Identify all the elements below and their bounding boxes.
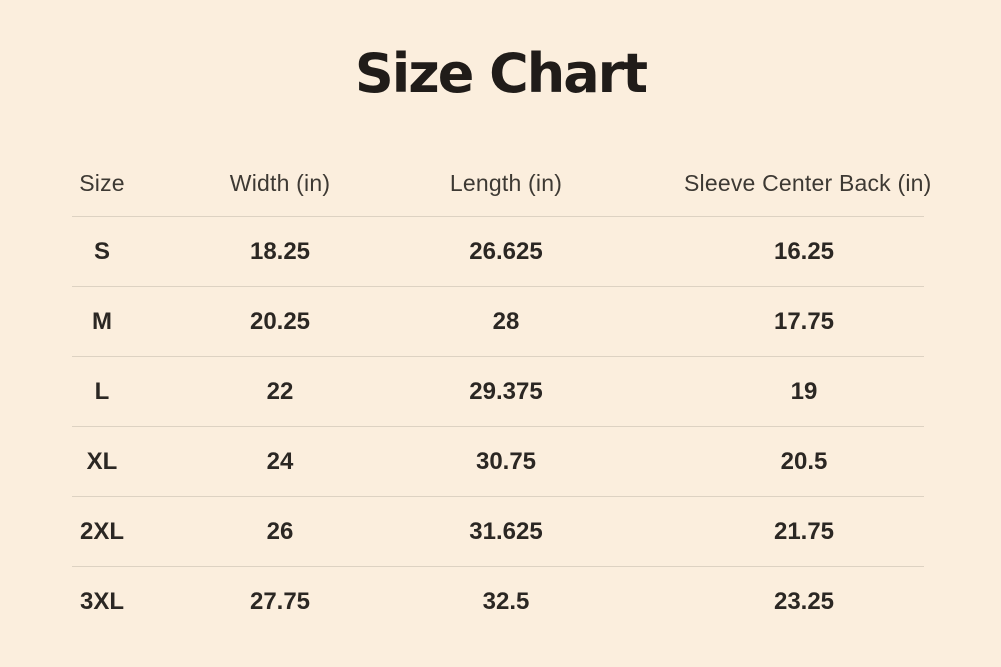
table-row-s: S 18.25 26.625 16.25 (72, 217, 924, 288)
page-title: Size Chart (354, 42, 648, 105)
size-table: Size Width (in) Length (in) Sleeve Cente… (72, 150, 932, 636)
length-cell: 29.375 (469, 377, 543, 405)
column-header-width: Width (in) (229, 169, 331, 196)
sleeve-cell: 23.25 (773, 587, 835, 615)
length-cell: 31.625 (469, 517, 543, 545)
size-cell: S (93, 237, 110, 265)
length-cell: 30.75 (475, 447, 537, 475)
table-row-3xl: 3XL 27.75 32.5 23.25 (72, 567, 924, 636)
width-cell: 24 (266, 447, 294, 475)
width-cell: 27.75 (249, 587, 311, 615)
width-cell: 22 (266, 377, 294, 405)
column-header-size: Size (79, 169, 125, 196)
sleeve-cell: 17.75 (773, 307, 835, 335)
width-cell: 18.25 (249, 237, 311, 265)
length-cell: 26.625 (469, 237, 543, 265)
table-row-m: M 20.25 28 17.75 (72, 287, 924, 358)
table-row-2xl: 2XL 26 31.625 21.75 (72, 497, 924, 568)
size-cell: L (94, 377, 110, 405)
table-row-l: L 22 29.375 19 (72, 357, 924, 428)
table-row-xl: XL 24 30.75 20.5 (72, 427, 924, 498)
width-cell: 26 (266, 517, 294, 545)
size-cell: 3XL (79, 587, 124, 615)
sleeve-cell: 19 (790, 377, 818, 405)
column-header-sleeve: Sleeve Center Back (in) (684, 169, 932, 196)
size-cell: 2XL (79, 517, 124, 545)
width-cell: 20.25 (249, 307, 311, 335)
sleeve-cell: 21.75 (773, 517, 835, 545)
size-cell: XL (86, 447, 118, 475)
sleeve-cell: 16.25 (773, 237, 835, 265)
length-cell: 32.5 (482, 587, 530, 615)
length-cell: 28 (492, 307, 520, 335)
sleeve-cell: 20.5 (780, 447, 828, 475)
column-header-length: Length (in) (449, 169, 563, 196)
size-cell: M (92, 307, 112, 335)
table-header-row: Size Width (in) Length (in) Sleeve Cente… (72, 150, 932, 218)
